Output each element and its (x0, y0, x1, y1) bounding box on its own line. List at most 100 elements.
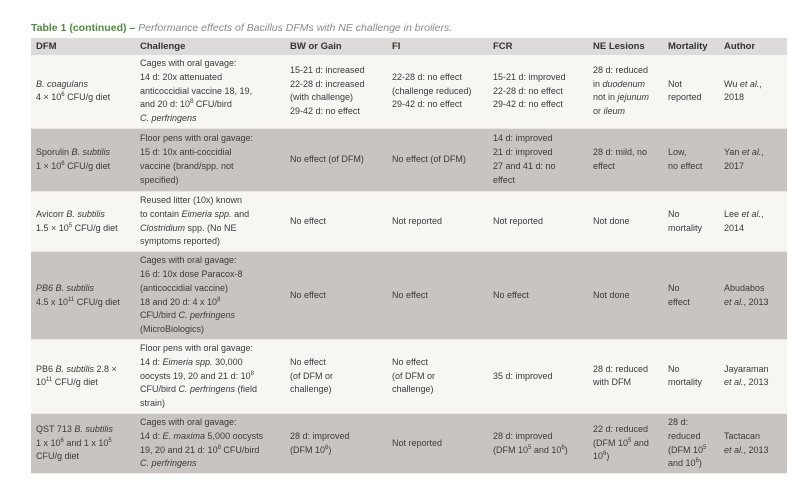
cell-line: No effect (290, 289, 383, 303)
text-segment: et al. (724, 377, 744, 388)
cell-dfm: B. coagulans 4 × 106 CFU/g diet (31, 55, 135, 129)
text-segment: 22 d: reduced (593, 423, 649, 434)
text-segment: QST 713 (36, 423, 75, 434)
text-segment: et al. (739, 78, 760, 89)
cell-line: Jayaraman (724, 363, 783, 377)
cell-line: Abudabos (724, 282, 783, 296)
col-header-fi: FI (387, 38, 488, 55)
cell-line: 22-28 d: no effect (392, 71, 484, 85)
cell-line: anticoccidial vaccine 18, 19, (140, 85, 281, 99)
text-segment: CFU/g diet (36, 451, 80, 462)
cell-bw-gain: 28 d: improved (DFM 106) (285, 413, 387, 475)
cell-line: Sporulin B. subtilis (36, 146, 131, 160)
text-segment: (DFM 10 (493, 444, 529, 455)
text-segment: 14 d: 20x attenuated (140, 71, 223, 82)
text-segment: Not done (593, 215, 630, 226)
cell-line: Avicorr B. subtilis (36, 208, 131, 222)
cell-bw-gain: No effect (285, 191, 387, 253)
cell-line: No effect (392, 356, 484, 370)
text-segment: and 1 x 10 (63, 437, 109, 448)
text-segment: 18 and 20 d: 4 x 10 (140, 296, 218, 307)
superscript: 6 (61, 160, 65, 167)
cell-line: (anticoccidial vaccine) (140, 282, 281, 296)
cell-fi: Not reported (387, 191, 488, 253)
text-segment: 15 d: 10x anti-coccidial (140, 147, 232, 158)
cell-line: challenge) (392, 383, 484, 397)
cell-mortality: Low, no effect (663, 128, 719, 192)
cell-line: 4.5 x 1011 CFU/g diet (36, 296, 131, 310)
text-segment: 10 (593, 451, 604, 462)
cell-line: mortality (668, 376, 715, 390)
cell-line: 19, 20 and 21 d: 108 CFU/bird (140, 444, 281, 458)
text-segment: 2018 (724, 92, 745, 103)
table-row: QST 713 B. subtilis 1 x 106 and 1 x 105 CF… (31, 413, 787, 475)
text-segment: (of DFM or (392, 370, 436, 381)
cell-line: 14 d: E. maxima 5,000 oocysts (140, 430, 281, 444)
cell-line: Cages with oral gavage: (140, 254, 281, 268)
cell-line: Not reported (392, 215, 484, 229)
text-segment: B. coagulans (36, 78, 89, 89)
cell-line: No (668, 208, 715, 222)
cell-line: Cages with oral gavage: (140, 57, 281, 71)
cell-line: Tactacan (724, 430, 783, 444)
text-segment: 14 d: (140, 430, 163, 441)
text-segment: 22-28 d: no effect (392, 71, 462, 82)
text-segment: No effect (392, 289, 428, 300)
text-segment: 21 d: improved (493, 147, 553, 158)
text-segment: PB6 (36, 363, 56, 374)
text-segment: Not reported (493, 215, 544, 226)
text-segment: (DFM 10 (593, 437, 629, 448)
text-segment: and (631, 437, 649, 448)
cell-mortality: Not reported (663, 55, 719, 129)
cell-line: effect (493, 174, 584, 188)
cell-line: 106) (593, 450, 659, 464)
cell-dfm: PB6 B. subtilis 2.8 × 1011 CFU/g diet (31, 339, 135, 414)
text-segment: 2017 (724, 160, 745, 171)
text-segment: Lee (724, 208, 742, 219)
cell-line: 28 d: (668, 416, 715, 430)
text-segment: ) (606, 451, 610, 462)
text-segment: , (759, 78, 762, 89)
cell-line: mortality (668, 222, 715, 236)
superscript: 6 (561, 444, 565, 451)
cell-line: 28 d: improved (290, 430, 383, 444)
text-segment: strain) (140, 398, 166, 409)
cell-line: vaccine (brand/spp. not (140, 160, 281, 174)
cell-bw-gain: 15-21 d: increased 22-28 d: increased (wit… (285, 55, 387, 129)
text-segment: with DFM (593, 377, 631, 388)
superscript: 8 (250, 370, 254, 377)
text-segment: Jayaraman (724, 363, 769, 374)
superscript: 11 (46, 377, 53, 384)
superscript: 11 (68, 296, 75, 303)
text-segment: Low, (668, 147, 687, 158)
cell-author: Abudabos et al., 2013 (719, 251, 787, 340)
text-segment: effect (493, 174, 515, 185)
cell-bw-gain: No effect (of DFM or challenge) (285, 339, 387, 414)
cell-mortality: No effect (663, 251, 719, 340)
text-segment: effect (668, 296, 690, 307)
cell-line: to contain Eimeria spp. and (140, 208, 281, 222)
cell-challenge: Cages with oral gavage: 16 d: 10x dose Pa… (135, 251, 285, 340)
text-segment: Abudabos (724, 282, 765, 293)
cell-line: No effect (290, 215, 383, 229)
text-segment: et al. (741, 147, 762, 158)
text-segment: 35 d: improved (493, 370, 553, 381)
cell-fcr: 35 d: improved (488, 339, 588, 414)
text-segment: B. subtilis (55, 363, 95, 374)
text-segment: , 2013 (743, 444, 769, 455)
cell-line: Not done (593, 289, 659, 303)
text-segment: PB6 B. subtilis (36, 282, 95, 293)
cell-line: and 20 d: 108 CFU/bird (140, 98, 281, 112)
text-segment: 1 x 10 (36, 437, 61, 448)
text-segment: 28 d: mild, no (593, 147, 648, 158)
superscript: 8 (190, 99, 194, 106)
superscript: 8 (217, 296, 221, 303)
text-segment: 28 d: reduced (593, 64, 649, 75)
cell-challenge: Cages with oral gavage: 14 d: E. maxima 5… (135, 413, 285, 475)
text-segment: CFU/g diet (74, 296, 120, 307)
text-segment: 10 (36, 377, 47, 388)
text-segment: reported (668, 92, 702, 103)
cell-line: 22-28 d: increased (290, 78, 383, 92)
text-segment: 15-21 d: increased (290, 64, 365, 75)
table-row: PB6 B. subtilis 4.5 x 1011 CFU/g diet Cage… (31, 251, 787, 340)
